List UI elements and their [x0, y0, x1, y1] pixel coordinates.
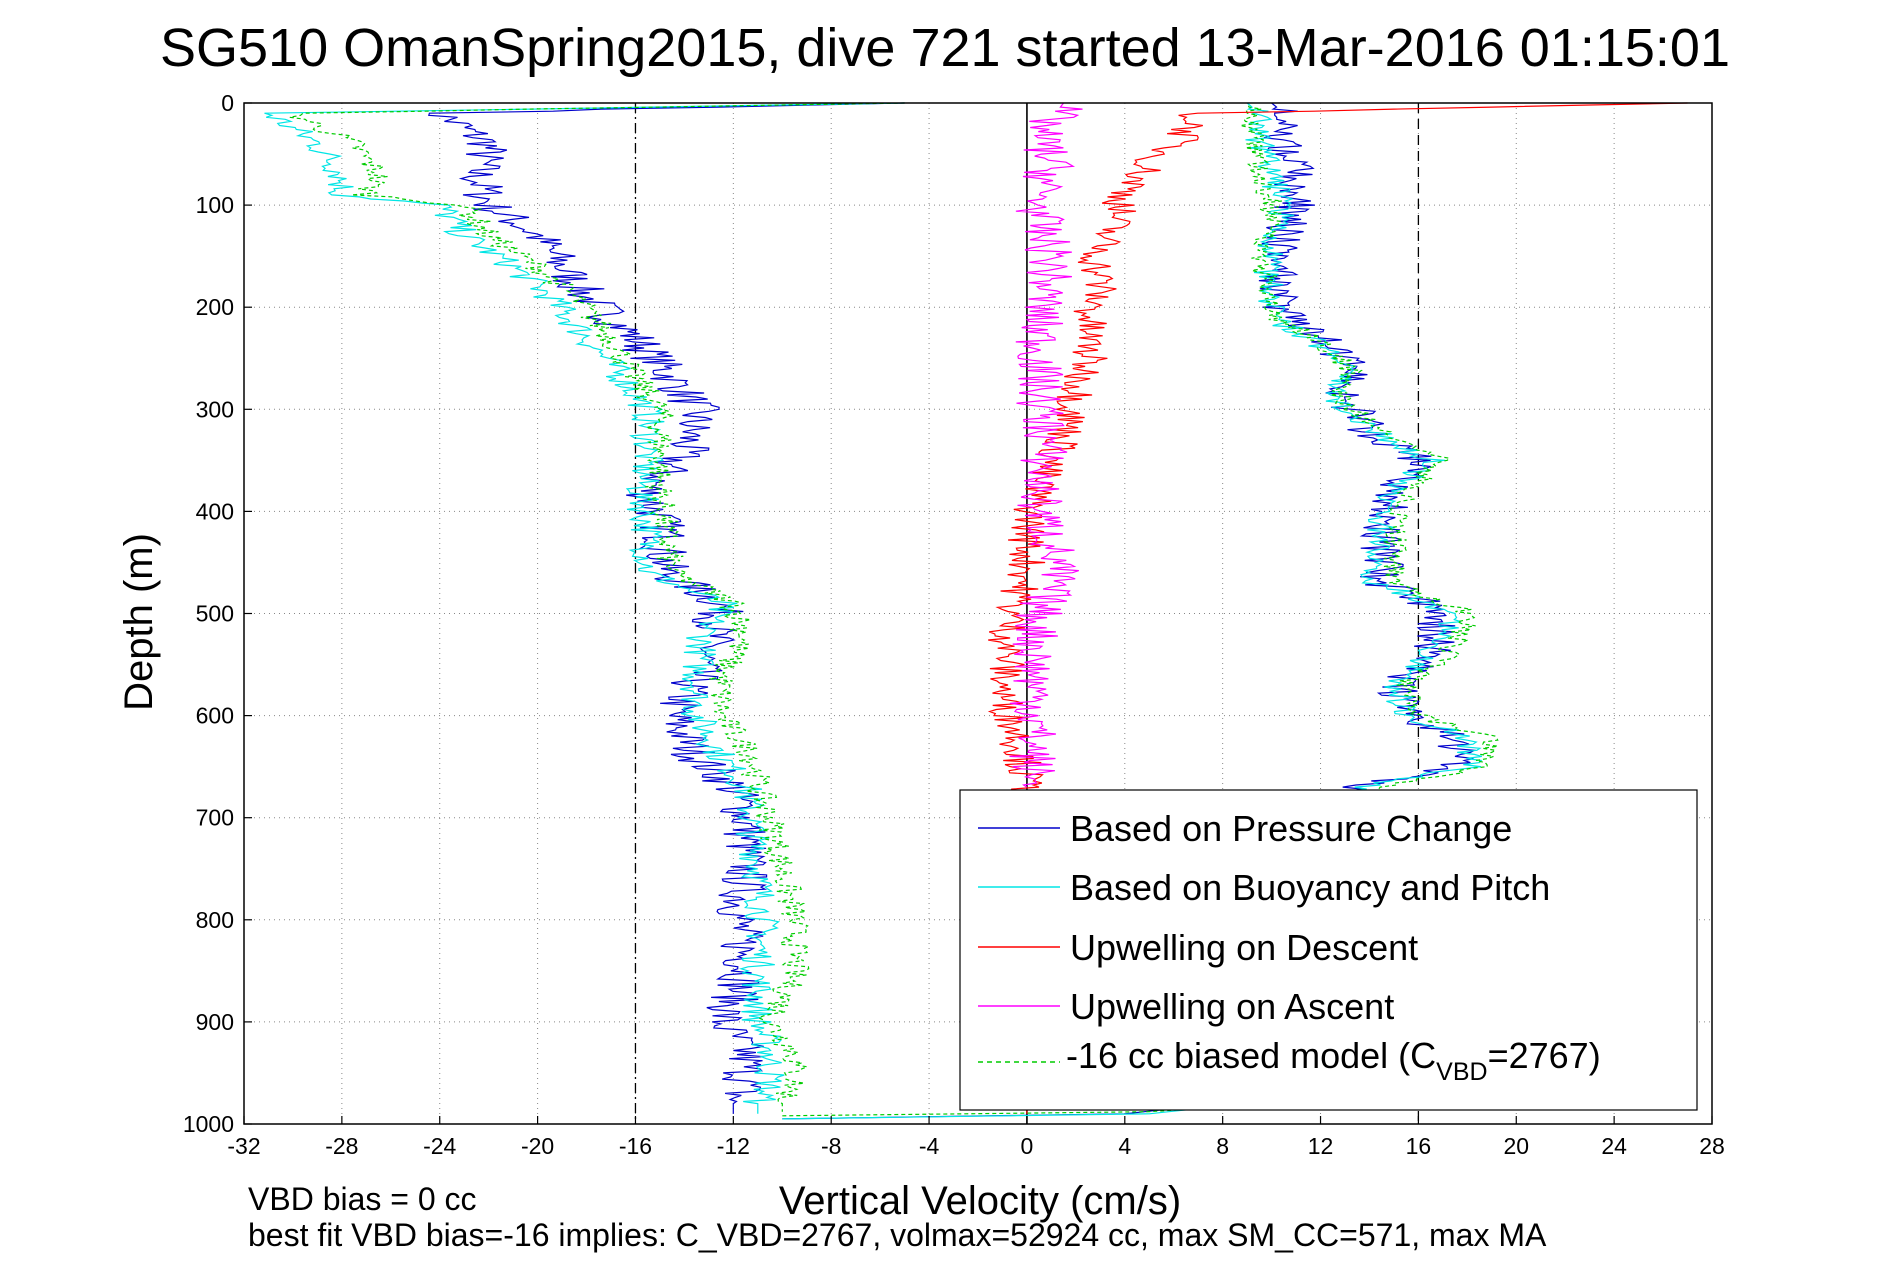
x-tick-label: -32 — [227, 1133, 260, 1159]
x-axis-label: Vertical Velocity (cm/s) — [779, 1179, 1181, 1223]
x-tick-label: -20 — [521, 1133, 554, 1159]
legend-label-upwelling-ascent: Upwelling on Ascent — [1070, 986, 1394, 1027]
y-axis-label: Depth (m) — [117, 533, 161, 711]
y-tick-label: 200 — [196, 294, 234, 320]
x-tick-label: 8 — [1216, 1133, 1229, 1159]
x-tick-label: -4 — [919, 1133, 940, 1159]
x-axis-ticks: -32 -28 -24 -20 -16 -12 -8 -4 0 4 8 12 16 20 24 28 — [227, 1116, 1725, 1159]
y-tick-label: 1000 — [183, 1111, 234, 1137]
x-tick-label: 4 — [1118, 1133, 1131, 1159]
legend-label-pressure: Based on Pressure Change — [1070, 808, 1512, 849]
y-tick-label: 400 — [196, 498, 234, 524]
y-tick-label: 900 — [196, 1009, 234, 1035]
series-line-0 — [428, 102, 905, 1114]
y-tick-label: 800 — [196, 907, 234, 933]
x-tick-label: -8 — [821, 1133, 841, 1159]
y-tick-label: 0 — [221, 90, 234, 116]
legend-label-biased-model-sub: VBD — [1436, 1058, 1487, 1086]
y-tick-label: 600 — [196, 703, 234, 729]
x-tick-label: 28 — [1699, 1133, 1725, 1159]
x-tick-label: 16 — [1406, 1133, 1432, 1159]
legend-box — [959, 789, 1698, 1111]
legend-label-buoyancy: Based on Buoyancy and Pitch — [1070, 867, 1550, 908]
series-line-2 — [289, 102, 905, 1112]
legend-label-upwelling-descent: Upwelling on Descent — [1070, 927, 1418, 968]
x-tick-label: -24 — [423, 1133, 456, 1159]
y-tick-label: 700 — [196, 805, 234, 831]
y-axis-ticks: 0 100 200 300 400 500 600 700 800 900 1000 — [183, 90, 252, 1137]
legend-label-biased-model-suffix: =2767) — [1488, 1035, 1601, 1076]
best-fit-note: best fit VBD bias=-16 implies: C_VBD=276… — [248, 1217, 1547, 1253]
x-tick-label: -12 — [717, 1133, 750, 1159]
x-tick-label: -28 — [325, 1133, 358, 1159]
legend-label-biased-model: -16 cc biased model (CVBD=2767) — [1066, 1035, 1601, 1086]
chart-title: SG510 OmanSpring2015, dive 721 started 1… — [160, 18, 1730, 78]
legend: Based on Pressure Change Based on Buoyan… — [959, 789, 1698, 1111]
legend-label-biased-model-prefix: -16 cc biased model (C — [1066, 1035, 1436, 1076]
y-tick-label: 300 — [196, 396, 234, 422]
x-tick-label: 20 — [1503, 1133, 1529, 1159]
x-tick-label: 0 — [1021, 1133, 1034, 1159]
x-tick-label: 24 — [1601, 1133, 1627, 1159]
x-tick-label: -16 — [619, 1133, 652, 1159]
x-tick-label: 12 — [1308, 1133, 1334, 1159]
y-tick-label: 100 — [196, 192, 234, 218]
vbd-bias-note: VBD bias = 0 cc — [248, 1181, 477, 1217]
y-tick-label: 500 — [196, 601, 234, 627]
series-line-1 — [264, 102, 905, 1114]
series-line-7 — [1009, 102, 1083, 788]
